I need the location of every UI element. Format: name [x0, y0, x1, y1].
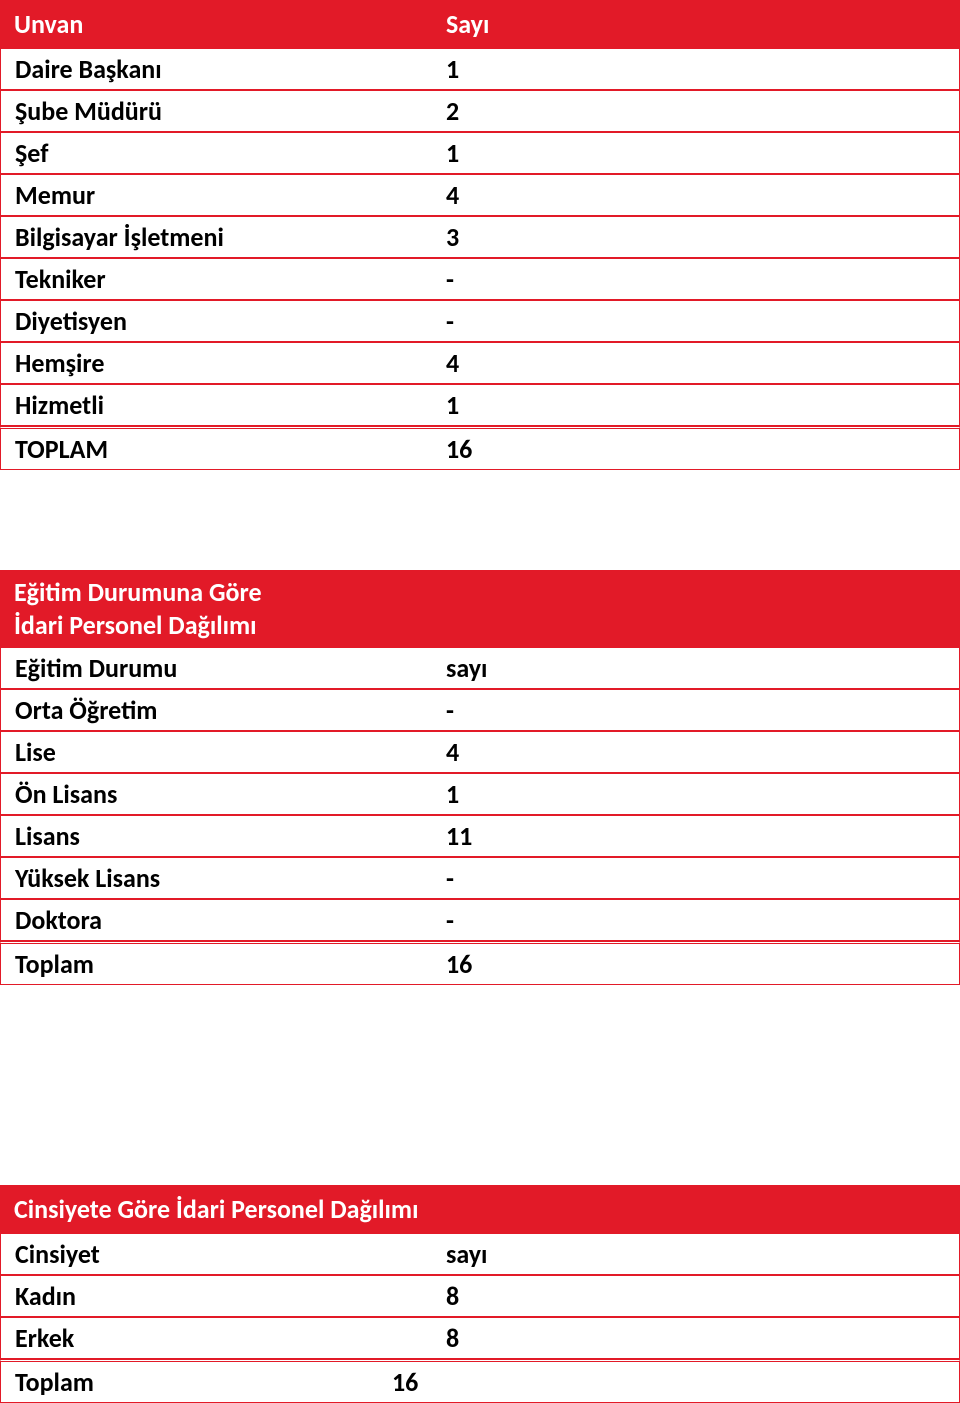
- row-label: Şube Müdürü: [0, 90, 432, 132]
- total-value: 16: [432, 426, 960, 470]
- table-row: Orta Öğretim-: [0, 689, 960, 731]
- row-value: 8: [432, 1275, 960, 1317]
- table-row: Daire Başkanı1: [0, 48, 960, 90]
- row-value: 4: [432, 342, 960, 384]
- row-label: Yüksek Lisans: [0, 857, 432, 899]
- row-value: 1: [432, 132, 960, 174]
- table-row: Lisans11: [0, 815, 960, 857]
- row-value: 11: [432, 815, 960, 857]
- total-value: 16: [432, 1359, 960, 1403]
- total-row: Toplam16: [0, 941, 960, 985]
- row-label: Doktora: [0, 899, 432, 941]
- table-row: Yüksek Lisans-: [0, 857, 960, 899]
- table-title: Eğitim Durumuna Göre İdari Personel Dağı…: [0, 570, 432, 647]
- subheader-row: Cinsiyet sayı: [0, 1233, 960, 1275]
- header-unvan: Unvan: [0, 0, 432, 48]
- table-title: Cinsiyete Göre İdari Personel Dağılımı: [0, 1185, 960, 1233]
- table-row: Doktora-: [0, 899, 960, 941]
- row-value: 1: [432, 384, 960, 426]
- row-value: 4: [432, 731, 960, 773]
- row-value: -: [432, 689, 960, 731]
- total-label: Toplam: [0, 1359, 432, 1403]
- row-label: Lise: [0, 731, 432, 773]
- table-row: Kadın8: [0, 1275, 960, 1317]
- table-header-row: Unvan Sayı: [0, 0, 960, 48]
- header-sayi: Sayı: [432, 0, 960, 48]
- row-value: 1: [432, 773, 960, 815]
- table-row: Şef1: [0, 132, 960, 174]
- table-row: Tekniker-: [0, 258, 960, 300]
- title-line2: İdari Personel Dağılımı: [14, 609, 257, 641]
- table-title-row: Cinsiyete Göre İdari Personel Dağılımı: [0, 1185, 960, 1233]
- row-label: Erkek: [0, 1317, 432, 1359]
- subheader-col1: Cinsiyet: [0, 1233, 432, 1275]
- row-value: -: [432, 899, 960, 941]
- egitim-table: Eğitim Durumuna Göre İdari Personel Dağı…: [0, 570, 960, 985]
- table-row: Bilgisayar İşletmeni3: [0, 216, 960, 258]
- table-title-row: Eğitim Durumuna Göre İdari Personel Dağı…: [0, 570, 960, 647]
- row-label: Şef: [0, 132, 432, 174]
- table-row: Erkek8: [0, 1317, 960, 1359]
- row-label: Diyetisyen: [0, 300, 432, 342]
- total-row: TOPLAM16: [0, 426, 960, 470]
- row-label: Tekniker: [0, 258, 432, 300]
- row-value: 3: [432, 216, 960, 258]
- subheader-col1: Eğitim Durumu: [0, 647, 432, 689]
- table-row: Şube Müdürü2: [0, 90, 960, 132]
- table-row: Memur4: [0, 174, 960, 216]
- cinsiyet-table: Cinsiyete Göre İdari Personel Dağılımı C…: [0, 1185, 960, 1403]
- total-label: Toplam: [0, 941, 432, 985]
- row-label: Bilgisayar İşletmeni: [0, 216, 432, 258]
- row-value: -: [432, 857, 960, 899]
- title-line1: Eğitim Durumuna Göre: [14, 576, 262, 608]
- row-value: 4: [432, 174, 960, 216]
- subheader-row: Eğitim Durumu sayı: [0, 647, 960, 689]
- table-row: Hizmetli1: [0, 384, 960, 426]
- row-label: Orta Öğretim: [0, 689, 432, 731]
- total-row: Toplam16: [0, 1359, 960, 1403]
- table-row: Lise4: [0, 731, 960, 773]
- subheader-col2: sayı: [432, 647, 960, 689]
- total-value: 16: [432, 941, 960, 985]
- row-label: Ön Lisans: [0, 773, 432, 815]
- row-value: 2: [432, 90, 960, 132]
- row-value: -: [432, 300, 960, 342]
- table-row: Ön Lisans1: [0, 773, 960, 815]
- row-value: 8: [432, 1317, 960, 1359]
- total-label: TOPLAM: [0, 426, 432, 470]
- row-label: Hizmetli: [0, 384, 432, 426]
- subheader-col2: sayı: [432, 1233, 960, 1275]
- row-value: 1: [432, 48, 960, 90]
- row-value: -: [432, 258, 960, 300]
- row-label: Hemşire: [0, 342, 432, 384]
- row-label: Lisans: [0, 815, 432, 857]
- title-blank: [432, 570, 960, 647]
- table-row: Diyetisyen-: [0, 300, 960, 342]
- unvan-table: Unvan Sayı Daire Başkanı1 Şube Müdürü2 Ş…: [0, 0, 960, 470]
- row-label: Daire Başkanı: [0, 48, 432, 90]
- row-label: Kadın: [0, 1275, 432, 1317]
- table-row: Hemşire4: [0, 342, 960, 384]
- row-label: Memur: [0, 174, 432, 216]
